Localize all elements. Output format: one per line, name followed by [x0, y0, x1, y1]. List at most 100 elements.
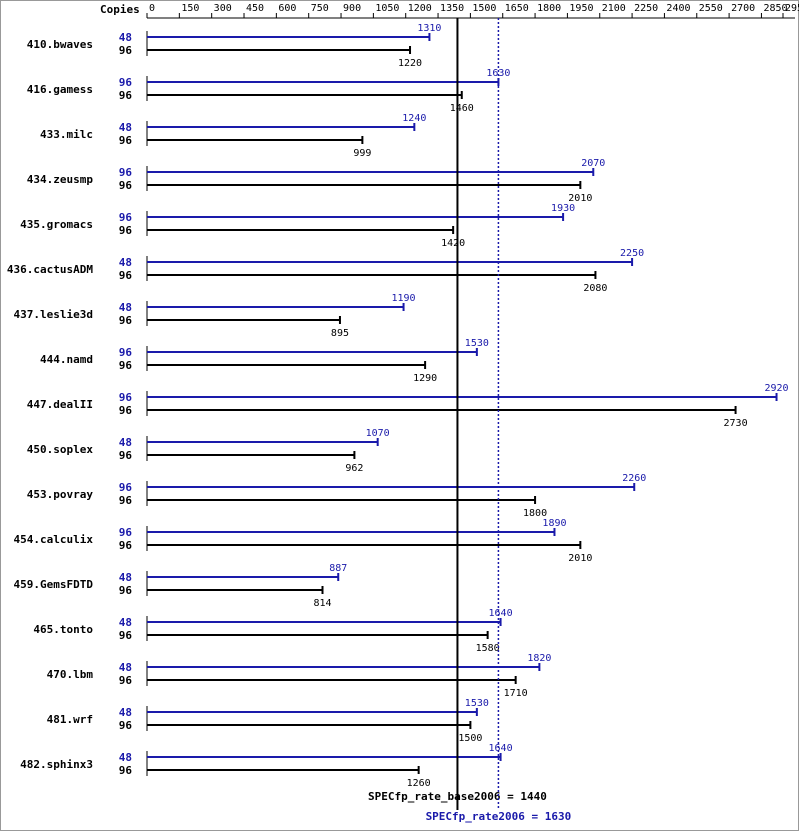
- benchmark-name: 481.wrf: [47, 713, 93, 726]
- x-axis: 0 150 300 450 600 750 900 1050 1200 1350 1500 1650 1…: [146, 3, 799, 19]
- peak-value-label: 887: [329, 563, 347, 574]
- peak-value-label: 2920: [764, 383, 788, 394]
- base-copies-label: 96: [119, 494, 133, 507]
- base-value-label: 2080: [583, 283, 607, 294]
- benchmark-name: 433.milc: [40, 128, 93, 141]
- benchmark-name: 434.zeusmp: [27, 173, 94, 186]
- base-value-label: 1290: [413, 373, 437, 384]
- peak-value-label: 1640: [489, 743, 513, 754]
- peak-copies-label: 48: [119, 301, 132, 314]
- base-copies-label: 96: [119, 539, 133, 552]
- base-copies-label: 96: [119, 89, 133, 102]
- benchmark-name: 465.tonto: [33, 623, 93, 636]
- base-value-label: 1420: [441, 238, 465, 249]
- base-value-label: 1710: [504, 688, 528, 699]
- peak-copies-label: 96: [119, 211, 133, 224]
- peak-copies-label: 96: [119, 526, 133, 539]
- base-copies-label: 96: [119, 44, 133, 57]
- benchmark-name: 470.lbm: [47, 668, 94, 681]
- benchmark-name: 454.calculix: [14, 533, 94, 546]
- peak-value-label: 2250: [620, 248, 644, 259]
- x-tick-label: 2550: [699, 3, 723, 14]
- peak-value-label: 1530: [465, 698, 489, 709]
- peak-value-label: 1630: [486, 68, 510, 79]
- benchmark-name: 436.cactusADM: [7, 263, 93, 276]
- benchmark-name: 453.povray: [27, 488, 94, 501]
- peak-value-label: 1890: [542, 518, 566, 529]
- base-copies-label: 96: [119, 629, 133, 642]
- benchmark-name: 435.gromacs: [20, 218, 93, 231]
- base-value-label: 1580: [476, 643, 500, 654]
- peak-reference-label: SPECfp_rate2006 = 1630: [426, 810, 572, 823]
- base-value-label: 962: [345, 463, 363, 474]
- base-value-label: 2010: [568, 553, 592, 564]
- x-tick-label: 900: [343, 3, 361, 14]
- base-reference-label: SPECfp_rate_base2006 = 1440: [368, 790, 547, 803]
- x-tick-label: 600: [278, 3, 296, 14]
- benchmark-name: 444.namd: [40, 353, 93, 366]
- peak-copies-label: 48: [119, 436, 132, 449]
- base-copies-label: 96: [119, 359, 133, 372]
- x-tick-label: 1500: [472, 3, 496, 14]
- x-tick-label: 2700: [731, 3, 755, 14]
- benchmark-name: 459.GemsFDTD: [14, 578, 94, 591]
- benchmark-name: 410.bwaves: [27, 38, 93, 51]
- benchmark-name: 447.dealII: [27, 398, 93, 411]
- x-tick-label: 150: [181, 3, 199, 14]
- x-tick-label: 2850: [763, 3, 787, 14]
- x-tick-label: 2400: [666, 3, 690, 14]
- base-value-label: 2010: [568, 193, 592, 204]
- peak-copies-label: 96: [119, 481, 133, 494]
- peak-copies-label: 48: [119, 616, 132, 629]
- peak-value-label: 1070: [366, 428, 390, 439]
- base-copies-label: 96: [119, 179, 133, 192]
- benchmark-rows: 410.bwaves489613101220416.gamess96961630…: [7, 23, 789, 789]
- peak-value-label: 1640: [489, 608, 513, 619]
- base-value-label: 1800: [523, 508, 547, 519]
- peak-copies-label: 48: [119, 31, 132, 44]
- peak-copies-label: 48: [119, 661, 132, 674]
- peak-value-label: 1310: [417, 23, 441, 34]
- base-value-label: 814: [313, 598, 331, 609]
- benchmark-name: 416.gamess: [27, 83, 93, 96]
- x-tick-label: 1950: [569, 3, 593, 14]
- peak-value-label: 1530: [465, 338, 489, 349]
- peak-copies-label: 48: [119, 121, 132, 134]
- peak-value-label: 2070: [581, 158, 605, 169]
- benchmark-name: 437.leslie3d: [14, 308, 93, 321]
- base-value-label: 999: [353, 148, 371, 159]
- base-copies-label: 96: [119, 404, 133, 417]
- base-value-label: 1460: [450, 103, 474, 114]
- x-tick-label: 1650: [505, 3, 529, 14]
- peak-copies-label: 96: [119, 166, 133, 179]
- base-copies-label: 96: [119, 314, 133, 327]
- base-copies-label: 96: [119, 449, 133, 462]
- x-tick-label: 0: [149, 3, 155, 14]
- peak-value-label: 1190: [392, 293, 416, 304]
- x-tick-label: 2100: [602, 3, 626, 14]
- peak-value-label: 1930: [551, 203, 575, 214]
- x-tick-label: 750: [311, 3, 329, 14]
- x-tick-label: 2250: [634, 3, 658, 14]
- axis-title-copies: Copies: [100, 3, 140, 16]
- x-tick-label: 450: [246, 3, 264, 14]
- peak-value-label: 2260: [622, 473, 646, 484]
- base-copies-label: 96: [119, 584, 133, 597]
